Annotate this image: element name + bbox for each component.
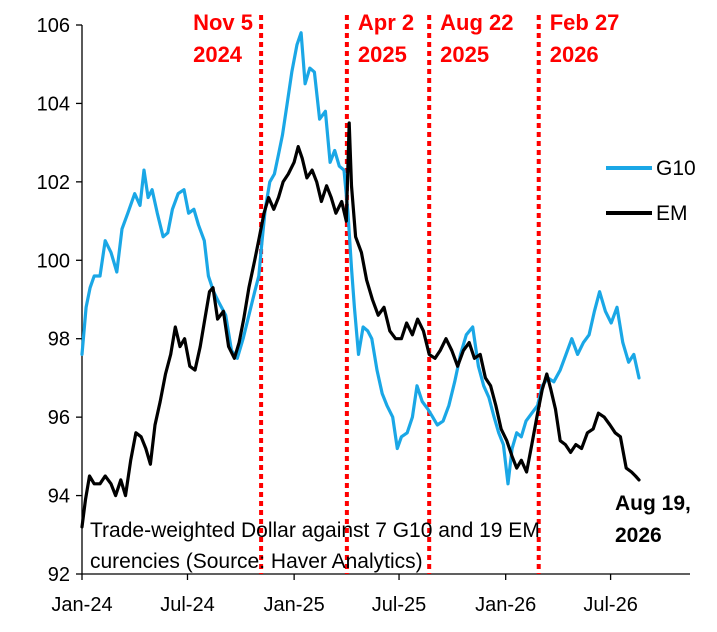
y-tick-label: 96 [48, 407, 70, 429]
event-label: Aug 22 [440, 10, 513, 35]
x-tick-label: Jan-26 [475, 594, 536, 616]
end-date-label-line2: 2026 [615, 524, 662, 547]
event-year-label: 2026 [550, 42, 599, 67]
event-label: Feb 27 [550, 10, 620, 35]
chart-note-line2: curencies (Source: Haver Analytics) [90, 550, 423, 573]
y-tick-label: 102 [37, 172, 70, 194]
legend: G10 EM [606, 157, 696, 225]
chart-note-line1: Trade-weighted Dollar against 7 G10 and … [90, 519, 540, 542]
series-line-em [80, 121, 641, 529]
x-tick-label: Jan-24 [51, 594, 112, 616]
event-label: Apr 2 [358, 10, 414, 35]
y-tick-label: 106 [37, 15, 70, 37]
series-line-g10 [80, 31, 641, 486]
event-label: Nov 5 [193, 10, 253, 35]
x-tick-label: Jul-24 [160, 594, 214, 616]
event-year-label: 2025 [358, 42, 407, 67]
legend-label-g10: G10 [656, 157, 696, 180]
legend-label-em: EM [656, 202, 688, 225]
x-tick-label: Jan-25 [264, 594, 325, 616]
y-tick-label: 98 [48, 329, 70, 351]
x-tick-label: Jul-25 [372, 594, 426, 616]
y-tick-label: 94 [48, 486, 70, 508]
series-lines [80, 31, 641, 529]
y-tick-label: 104 [37, 93, 70, 115]
x-tick-label: Jul-26 [583, 594, 637, 616]
event-year-label: 2024 [193, 42, 243, 67]
y-tick-label: 92 [48, 564, 70, 586]
y-tick-label: 100 [37, 250, 70, 272]
event-year-label: 2025 [440, 42, 489, 67]
end-date-label-line1: Aug 19, [615, 492, 691, 515]
event-markers: Nov 5 2024 Apr 2 2025 Aug 22 2025 Feb 27 2026 [193, 10, 619, 574]
x-axis: Jan-24 Jul-24 Jan-25 Jul-25 Jan-26 Jul-26 [51, 573, 690, 616]
y-axis: 92 94 96 98 100 102 104 106 [37, 15, 83, 586]
